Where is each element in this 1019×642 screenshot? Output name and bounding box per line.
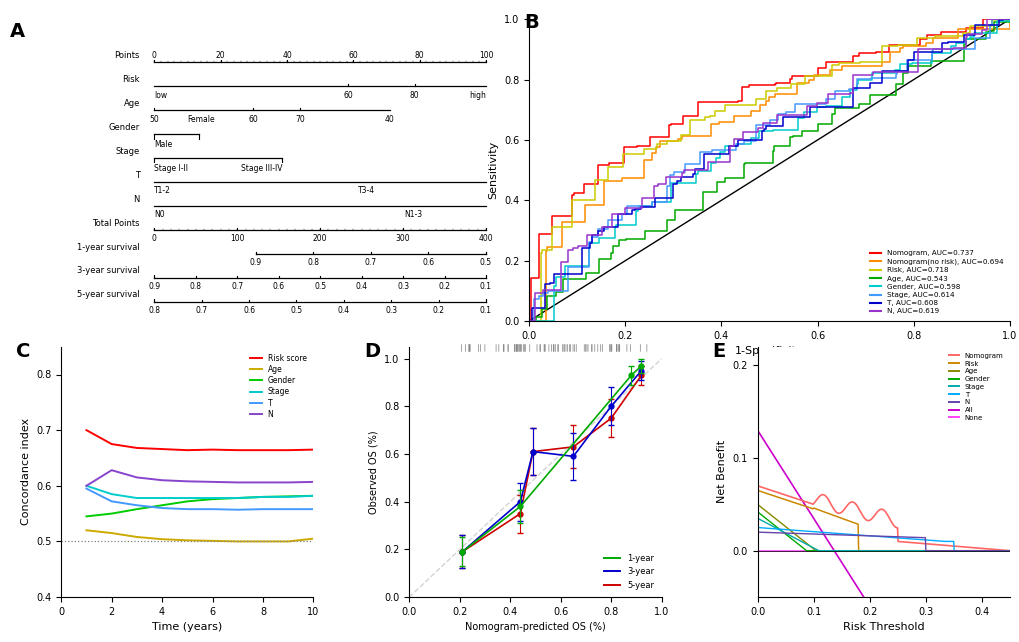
Legend: 1-year, 3-year, 5-year: 1-year, 3-year, 5-year bbox=[600, 551, 657, 593]
Text: 5-year survival: 5-year survival bbox=[77, 290, 140, 299]
Text: 0.8: 0.8 bbox=[190, 282, 202, 291]
Text: 0.6: 0.6 bbox=[243, 306, 255, 315]
Text: 0.5: 0.5 bbox=[290, 306, 303, 315]
Text: 0.3: 0.3 bbox=[396, 282, 409, 291]
Text: 0.9: 0.9 bbox=[148, 282, 160, 291]
Text: B: B bbox=[524, 13, 539, 32]
Text: 0: 0 bbox=[152, 234, 157, 243]
Text: 20: 20 bbox=[216, 51, 225, 60]
Legend: Risk score, Age, Gender, Stage, T, N: Risk score, Age, Gender, Stage, T, N bbox=[247, 351, 310, 422]
Text: D: D bbox=[364, 342, 380, 361]
Text: 200: 200 bbox=[313, 234, 327, 243]
Text: 0.6: 0.6 bbox=[422, 258, 434, 267]
Text: N0: N0 bbox=[154, 211, 165, 220]
Text: Total Points: Total Points bbox=[93, 219, 140, 228]
Text: 70: 70 bbox=[296, 114, 305, 123]
Text: 0.7: 0.7 bbox=[231, 282, 244, 291]
X-axis label: Time (years): Time (years) bbox=[152, 622, 222, 632]
Text: 0.8: 0.8 bbox=[307, 258, 319, 267]
Text: 100: 100 bbox=[230, 234, 245, 243]
Text: Age: Age bbox=[123, 99, 140, 108]
Legend: Nomogram, AUC=0.737, Nomogram(no risk), AUC=0.694, Risk, AUC=0.718, Age, AUC=0.5: Nomogram, AUC=0.737, Nomogram(no risk), … bbox=[866, 248, 1005, 317]
Text: 400: 400 bbox=[478, 234, 493, 243]
Text: C: C bbox=[15, 342, 31, 361]
Legend: Nomogram, Risk, Age, Gender, Stage, T, N, All, None: Nomogram, Risk, Age, Gender, Stage, T, N… bbox=[946, 350, 1006, 424]
Text: Stage III-IV: Stage III-IV bbox=[240, 164, 282, 173]
Text: 0.9: 0.9 bbox=[250, 258, 261, 267]
Text: 0.7: 0.7 bbox=[365, 258, 376, 267]
Text: T3-4: T3-4 bbox=[358, 186, 375, 195]
Text: E: E bbox=[711, 342, 725, 361]
Text: Gender: Gender bbox=[109, 123, 140, 132]
Text: 1-year survival: 1-year survival bbox=[77, 243, 140, 252]
Text: N1-3: N1-3 bbox=[405, 211, 423, 220]
Text: 0.2: 0.2 bbox=[432, 306, 444, 315]
Text: 60: 60 bbox=[343, 91, 353, 100]
Text: T1-2: T1-2 bbox=[154, 186, 171, 195]
Y-axis label: Concordance index: Concordance index bbox=[20, 419, 31, 525]
X-axis label: Risk Threshold: Risk Threshold bbox=[842, 622, 923, 632]
Text: 0.3: 0.3 bbox=[385, 306, 397, 315]
Text: 0.5: 0.5 bbox=[479, 258, 491, 267]
Text: 100: 100 bbox=[478, 51, 493, 60]
Text: Stage: Stage bbox=[115, 147, 140, 156]
Text: 80: 80 bbox=[410, 91, 419, 100]
Text: 0: 0 bbox=[152, 51, 157, 60]
Text: Stage I-II: Stage I-II bbox=[154, 164, 189, 173]
Y-axis label: Sensitivity: Sensitivity bbox=[488, 141, 498, 199]
Text: 80: 80 bbox=[415, 51, 424, 60]
Text: high: high bbox=[469, 91, 485, 100]
Text: 60: 60 bbox=[249, 114, 258, 123]
Text: Female: Female bbox=[187, 114, 215, 123]
Y-axis label: Observed OS (%): Observed OS (%) bbox=[368, 430, 378, 514]
Text: N: N bbox=[133, 195, 140, 204]
Text: 50: 50 bbox=[150, 114, 159, 123]
Text: low: low bbox=[154, 91, 167, 100]
Text: 60: 60 bbox=[348, 51, 358, 60]
Text: Male: Male bbox=[154, 140, 172, 149]
Text: 40: 40 bbox=[282, 51, 291, 60]
X-axis label: 1-Specificity: 1-Specificity bbox=[735, 346, 803, 356]
Text: Points: Points bbox=[114, 51, 140, 60]
Text: A: A bbox=[10, 22, 25, 40]
Y-axis label: Net Benefit: Net Benefit bbox=[716, 440, 727, 503]
X-axis label: Nomogram-predicted OS (%): Nomogram-predicted OS (%) bbox=[465, 622, 605, 632]
Text: Risk: Risk bbox=[122, 75, 140, 84]
Text: 300: 300 bbox=[395, 234, 410, 243]
Text: 0.4: 0.4 bbox=[356, 282, 367, 291]
Text: 0.1: 0.1 bbox=[480, 306, 491, 315]
Text: 0.7: 0.7 bbox=[196, 306, 208, 315]
Text: 0.8: 0.8 bbox=[148, 306, 160, 315]
Text: T: T bbox=[135, 171, 140, 180]
Text: 0.6: 0.6 bbox=[272, 282, 284, 291]
Text: 0.4: 0.4 bbox=[337, 306, 350, 315]
Text: 40: 40 bbox=[384, 114, 394, 123]
Text: 0.2: 0.2 bbox=[438, 282, 450, 291]
Text: 0.1: 0.1 bbox=[480, 282, 491, 291]
Text: 3-year survival: 3-year survival bbox=[77, 266, 140, 275]
Text: 0.5: 0.5 bbox=[314, 282, 326, 291]
